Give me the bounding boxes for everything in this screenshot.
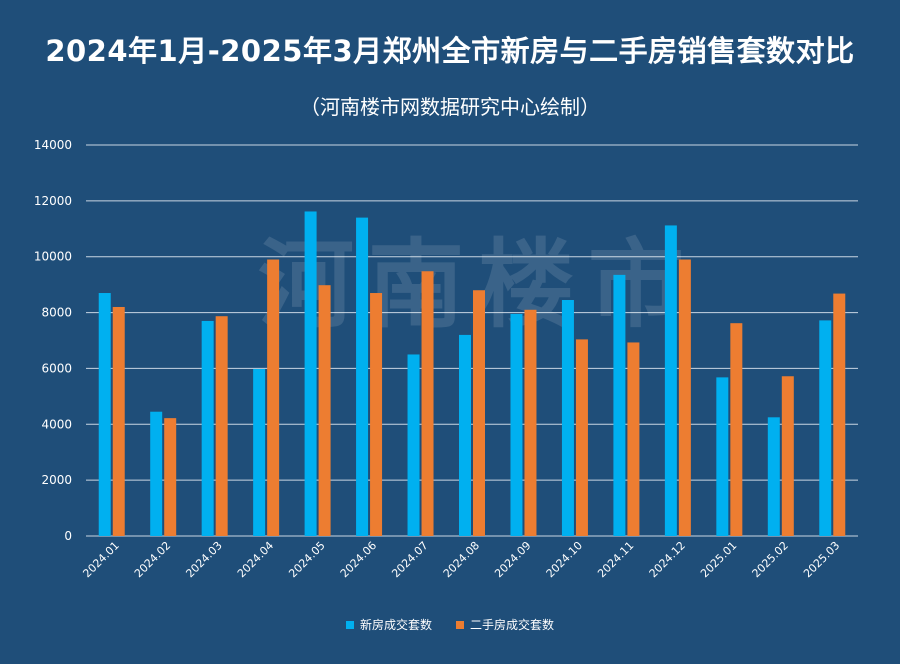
bar-resale-house[interactable] [524, 309, 537, 536]
bar-resale-house[interactable] [833, 293, 846, 536]
bar-new-house[interactable] [98, 293, 111, 536]
x-tick-label: 2024.08 [441, 539, 482, 580]
bar-resale-house[interactable] [575, 339, 588, 536]
legend-swatch-resale [456, 620, 464, 629]
y-tick-label: 2000 [41, 473, 72, 487]
x-tick-label: 2024.05 [286, 539, 327, 580]
legend-label-new: 新房成交套数 [359, 618, 432, 632]
y-tick-label: 6000 [41, 361, 72, 375]
bar-new-house[interactable] [664, 225, 677, 537]
bar-new-house[interactable] [767, 417, 780, 536]
chart-title: 2024年1月-2025年3月郑州全市新房与二手房销售套数对比 [45, 34, 855, 68]
bar-new-house[interactable] [819, 320, 832, 536]
grid-lines [86, 144, 858, 537]
bar-resale-house[interactable] [473, 290, 485, 536]
bar-new-house[interactable] [253, 368, 266, 536]
bar-new-house[interactable] [510, 313, 523, 536]
y-tick-label: 10000 [34, 250, 72, 264]
y-axis-ticks: 0 2000 4000 6000 8000 10000 12000 14000 [34, 138, 72, 543]
bar-resale-house[interactable] [370, 293, 383, 536]
x-tick-label: 2025.01 [698, 539, 739, 580]
x-axis-ticks: 2024.01 2024.02 2024.03 2024.04 2024.05 2024.… [80, 539, 842, 580]
bar-resale-house[interactable] [164, 418, 177, 536]
bar-resale-house[interactable] [215, 316, 228, 536]
bar-new-house[interactable] [459, 334, 471, 536]
x-tick-label: 2024.11 [595, 539, 636, 580]
legend-label-resale: 二手房成交套数 [470, 618, 555, 632]
bar-resale-house[interactable] [318, 285, 331, 536]
bar-resale-house[interactable] [678, 259, 691, 536]
x-tick-label: 2024.12 [647, 539, 688, 580]
bar-new-house[interactable] [150, 411, 163, 536]
bar-new-house[interactable] [561, 300, 574, 536]
legend-item-new[interactable]: 新房成交套数 [345, 616, 432, 633]
x-tick-label: 2024.10 [544, 539, 585, 580]
y-tick-label: 0 [64, 529, 72, 543]
y-tick-label: 14000 [34, 138, 72, 152]
bars [98, 211, 846, 537]
x-tick-label: 2024.07 [389, 539, 430, 580]
bar-new-house[interactable] [304, 211, 317, 536]
x-tick-label: 2024.06 [338, 539, 379, 580]
bar-new-house[interactable] [356, 217, 369, 536]
bar-resale-house[interactable] [112, 306, 125, 536]
x-tick-label: 2024.04 [235, 539, 276, 580]
y-tick-label: 8000 [41, 306, 72, 320]
x-tick-label: 2025.03 [801, 539, 842, 580]
bar-new-house[interactable] [613, 274, 626, 536]
legend: 新房成交套数 二手房成交套数 [0, 616, 900, 633]
bar-resale-house[interactable] [730, 323, 743, 536]
bar-resale-house[interactable] [421, 271, 434, 536]
bar-new-house[interactable] [716, 377, 729, 536]
bar-new-house[interactable] [407, 354, 420, 536]
chart-subtitle: （河南楼市网数据研究中心绘制） [300, 95, 600, 119]
bar-resale-house[interactable] [267, 259, 280, 536]
bar-new-house[interactable] [201, 320, 214, 536]
legend-swatch-new [345, 620, 354, 629]
x-tick-label: 2024.09 [492, 539, 533, 580]
x-tick-label: 2024.01 [80, 539, 121, 580]
y-tick-label: 4000 [41, 417, 72, 431]
legend-item-resale[interactable]: 二手房成交套数 [456, 616, 554, 633]
x-tick-label: 2025.02 [750, 539, 791, 580]
x-tick-label: 2024.02 [132, 539, 173, 580]
bar-resale-house[interactable] [627, 342, 640, 536]
bar-resale-house[interactable] [781, 376, 794, 536]
y-tick-label: 12000 [34, 194, 72, 208]
x-tick-label: 2024.03 [183, 539, 224, 580]
